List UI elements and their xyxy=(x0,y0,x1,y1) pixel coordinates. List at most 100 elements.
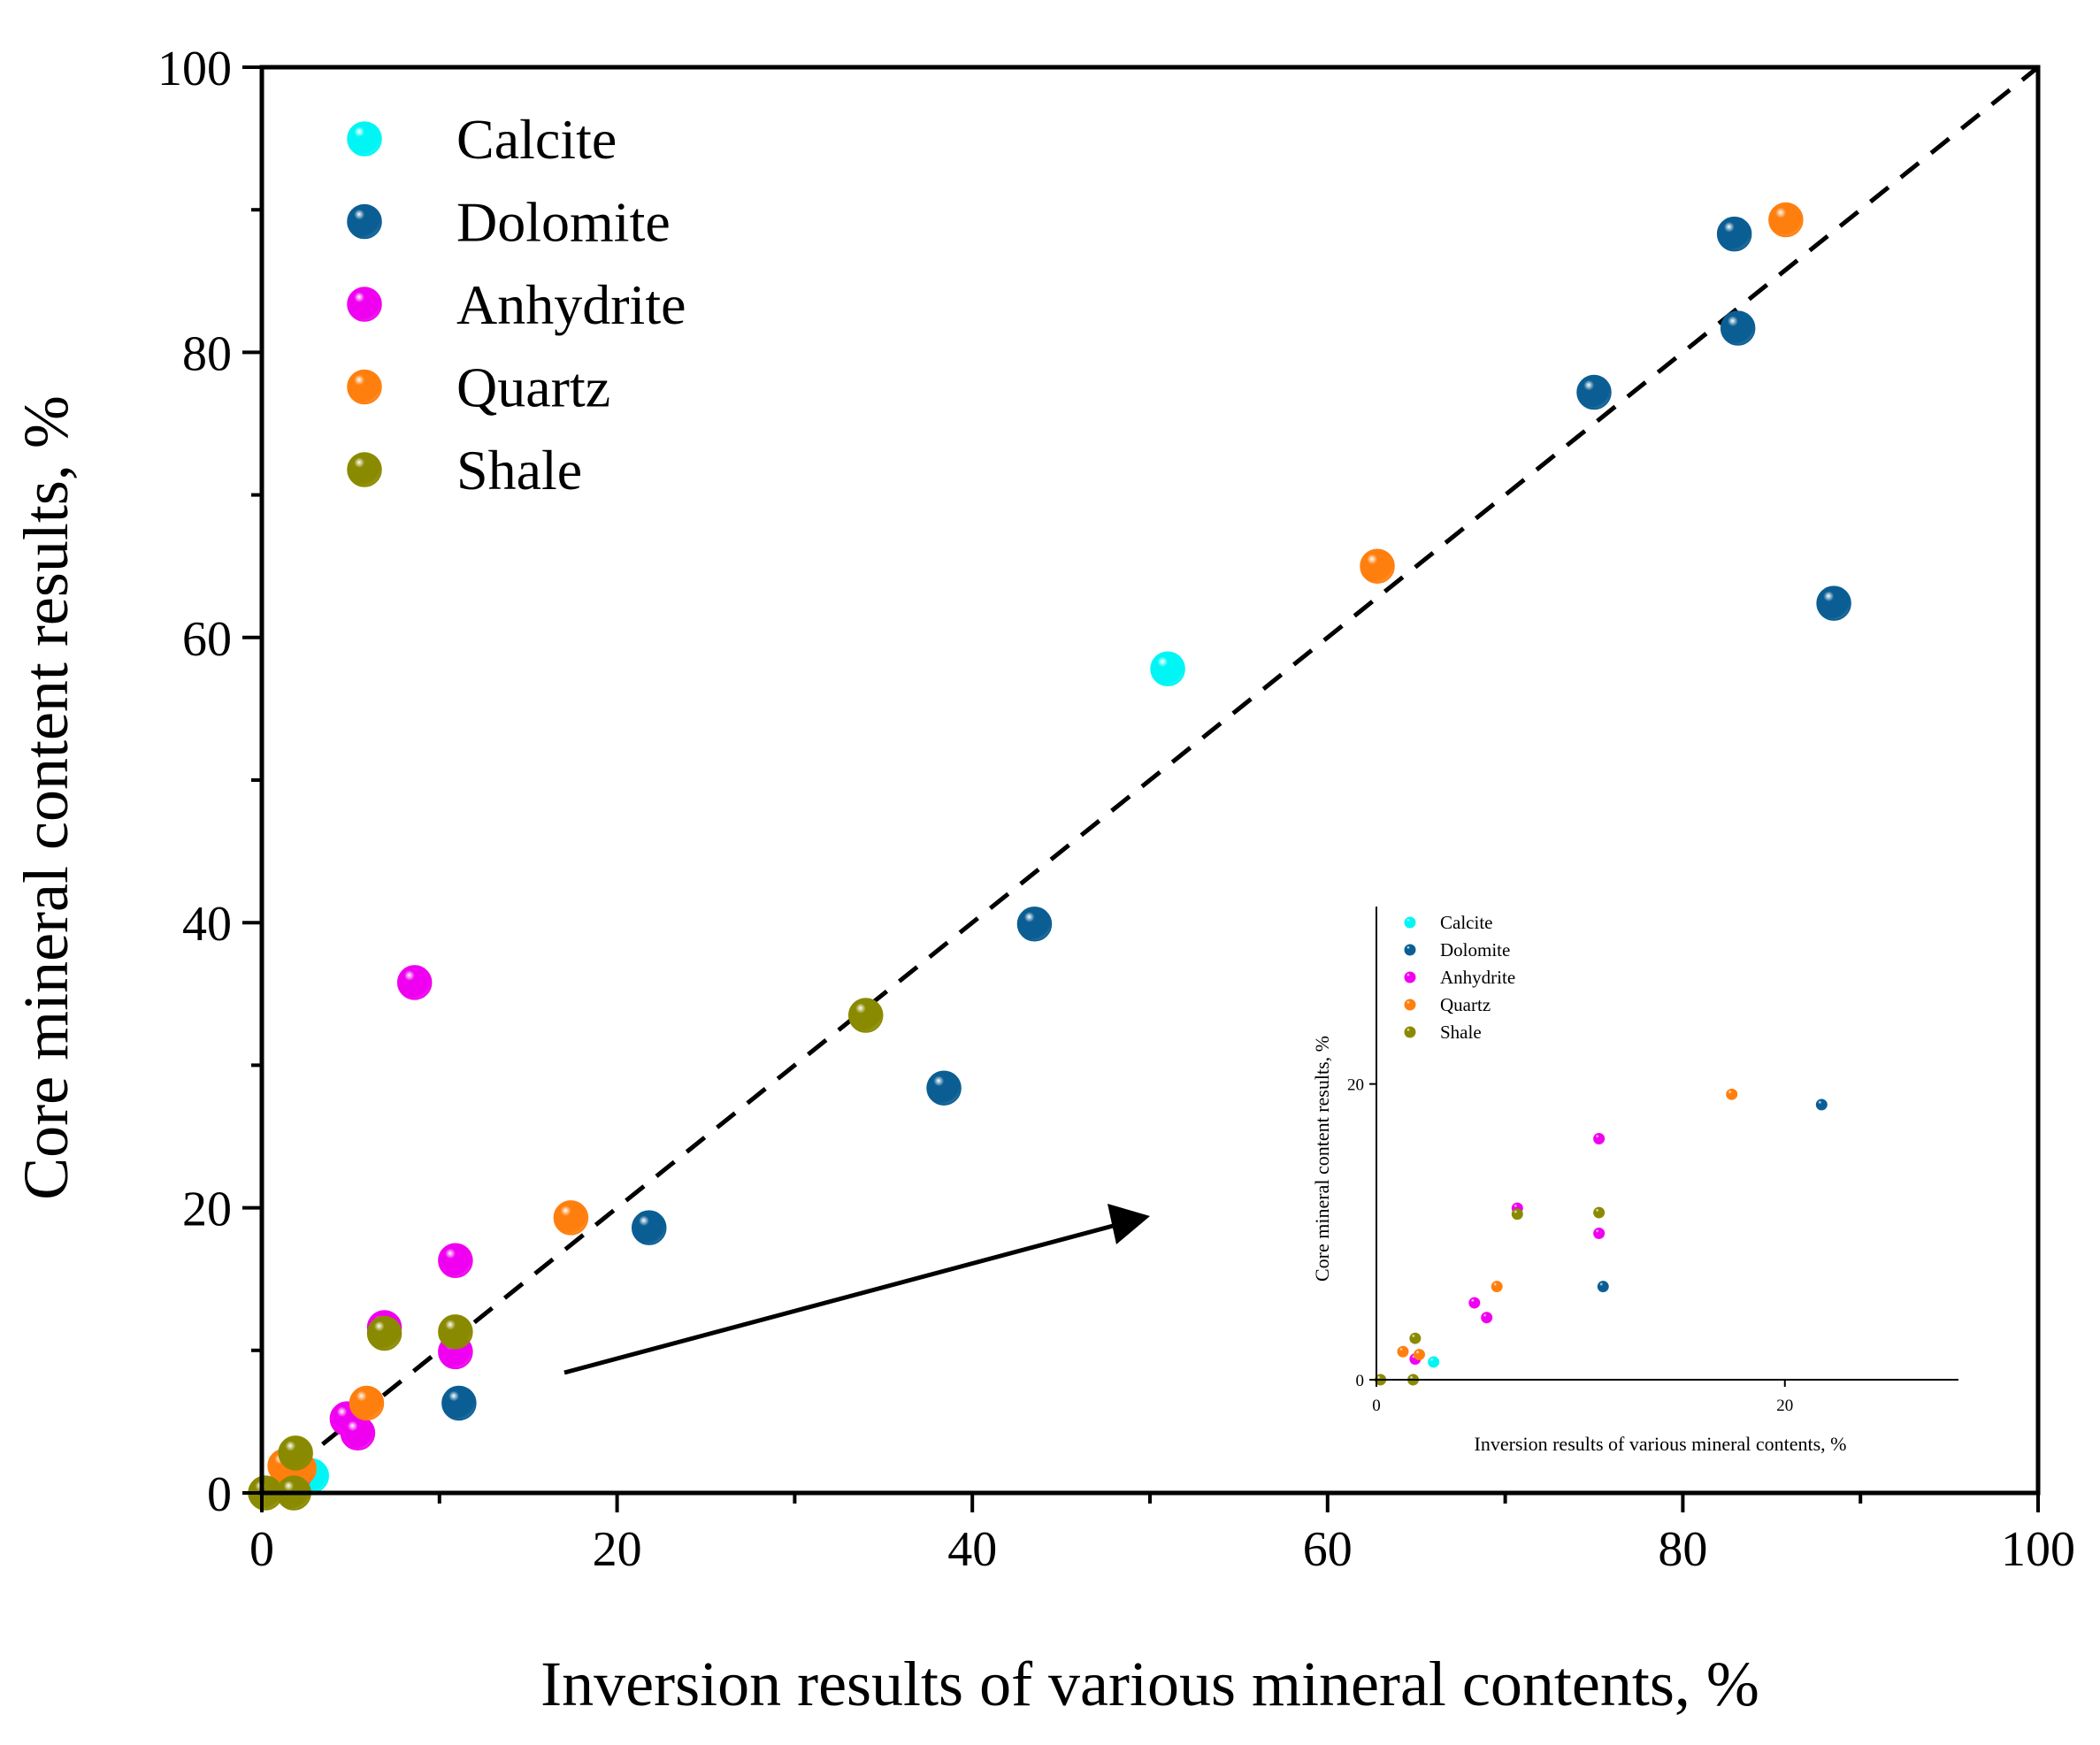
main-x-tick-label: 40 xyxy=(947,1522,997,1577)
data-point-dolomite xyxy=(1016,907,1053,942)
inset-legend-item-shale: Shale xyxy=(1404,1022,1482,1043)
main-x-tick-label: 80 xyxy=(1658,1522,1707,1577)
legend-marker-calcite xyxy=(347,121,382,157)
legend-item-quartz: Quartz xyxy=(347,356,610,419)
inset-legend-label-dolomite: Dolomite xyxy=(1440,939,1510,961)
inset-series-quartz xyxy=(1397,1088,1738,1361)
inset-series-shale xyxy=(1375,1206,1606,1386)
main-y-tick-label: 20 xyxy=(182,1182,232,1237)
data-point-quartz xyxy=(553,1200,589,1236)
inset-legend-marker-anhydrite xyxy=(1404,971,1416,983)
main-y-axis-label: Core mineral content results, % xyxy=(11,395,81,1200)
legend-label-shale: Shale xyxy=(456,439,582,501)
legend-label-quartz: Quartz xyxy=(456,356,610,419)
data-point-anhydrite xyxy=(438,1243,473,1278)
inset-data-point-quartz xyxy=(1726,1088,1738,1100)
main-legend: Calcite Dolomite Anhydrite Quartz Shale xyxy=(347,108,686,501)
data-point-quartz xyxy=(1360,548,1395,584)
main-y-tick-label: 0 xyxy=(207,1467,232,1522)
inset-y-axis-label: Core mineral content results, % xyxy=(1311,1036,1333,1282)
data-point-dolomite xyxy=(1716,216,1752,252)
main-x-tick-label: 60 xyxy=(1303,1522,1353,1577)
inset-legend-marker-quartz xyxy=(1404,999,1416,1011)
main-chart: 0 20 40 60 80 100 0 20 40 60 80 100 Calcite Dolomite… xyxy=(11,42,2075,1719)
inset-legend-marker-calcite xyxy=(1404,916,1416,929)
inset-data-point-anhydrite xyxy=(1593,1227,1606,1239)
inset-data-point-quartz xyxy=(1491,1281,1503,1293)
legend-item-calcite: Calcite xyxy=(347,108,617,171)
main-y-tick-label: 40 xyxy=(182,897,232,952)
legend-label-calcite: Calcite xyxy=(456,108,617,171)
inset-legend-marker-shale xyxy=(1404,1026,1416,1038)
legend-item-anhydrite: Anhydrite xyxy=(347,273,686,336)
inset-legend-label-quartz: Quartz xyxy=(1440,994,1491,1015)
main-y-tick-label: 80 xyxy=(182,326,232,381)
main-y-tick-label: 60 xyxy=(182,612,232,667)
data-point-dolomite xyxy=(441,1385,477,1421)
data-point-dolomite xyxy=(1576,374,1612,410)
data-point-dolomite xyxy=(1816,585,1851,621)
inset-x-tick-label: 0 xyxy=(1372,1397,1381,1415)
data-point-shale xyxy=(438,1314,473,1350)
data-point-dolomite xyxy=(631,1210,667,1245)
inset-data-point-calcite xyxy=(1428,1356,1440,1368)
inset-legend-item-calcite: Calcite xyxy=(1404,912,1492,933)
data-point-quartz xyxy=(1768,202,1804,238)
data-point-shale xyxy=(366,1315,402,1351)
inset-data-point-shale xyxy=(1593,1206,1606,1219)
legend-label-anhydrite: Anhydrite xyxy=(456,273,686,336)
series-dolomite xyxy=(441,216,1851,1421)
inset-data-point-quartz xyxy=(1397,1345,1409,1358)
inset-series-calcite xyxy=(1428,1356,1440,1368)
inset-chart: 0 20 0 20 Calcite Dolomite Anhydrite Quartz Sha… xyxy=(1311,907,1958,1455)
inset-legend-label-calcite: Calcite xyxy=(1440,912,1492,933)
inset-data-point-anhydrite xyxy=(1593,1132,1606,1144)
main-axis-ticks: 0 20 40 60 80 100 0 20 40 60 80 100 xyxy=(157,42,2075,1577)
inset-x-tick-label: 20 xyxy=(1776,1397,1793,1415)
main-one-to-one-line xyxy=(260,65,2040,1495)
data-point-anhydrite xyxy=(396,965,433,1000)
main-x-axis-label: Inversion results of various mineral con… xyxy=(540,1649,1759,1719)
data-point-anhydrite xyxy=(340,1415,376,1451)
data-point-dolomite xyxy=(926,1070,962,1106)
inset-y-tick-label: 20 xyxy=(1347,1076,1364,1095)
inset-data-point-anhydrite xyxy=(1481,1312,1493,1324)
legend-marker-quartz xyxy=(347,369,382,405)
inset-axis-ticks: 0 20 0 20 xyxy=(1347,1076,1793,1415)
legend-marker-anhydrite xyxy=(347,287,382,322)
inset-series-anhydrite xyxy=(1409,1132,1606,1366)
main-x-tick-label: 0 xyxy=(249,1522,274,1577)
inset-axes xyxy=(1376,907,1958,1381)
main-points xyxy=(248,202,1851,1511)
data-point-calcite xyxy=(1150,651,1185,687)
inset-data-point-anhydrite xyxy=(1468,1297,1481,1309)
inset-data-point-shale xyxy=(1409,1332,1422,1344)
main-y-tick-label: 100 xyxy=(157,42,232,96)
data-point-shale xyxy=(278,1435,313,1471)
inset-y-tick-label: 0 xyxy=(1356,1372,1365,1390)
legend-marker-shale xyxy=(347,452,382,487)
inset-legend-label-shale: Shale xyxy=(1440,1022,1482,1043)
inset-legend-item-dolomite: Dolomite xyxy=(1404,939,1510,961)
inset-data-point-dolomite xyxy=(1597,1281,1609,1293)
inset-data-point-shale xyxy=(1511,1208,1523,1221)
legend-item-dolomite: Dolomite xyxy=(347,191,671,254)
data-point-dolomite xyxy=(1720,310,1756,346)
inset-legend-item-quartz: Quartz xyxy=(1404,994,1491,1015)
inset-points xyxy=(1375,1088,1828,1386)
data-point-shale xyxy=(847,998,884,1033)
legend-marker-dolomite xyxy=(347,203,382,240)
inset-legend-label-anhydrite: Anhydrite xyxy=(1440,967,1515,988)
legend-label-dolomite: Dolomite xyxy=(456,191,671,254)
inset-x-axis-label: Inversion results of various mineral con… xyxy=(1475,1433,1847,1455)
inset-legend: Calcite Dolomite Anhydrite Quartz Shale xyxy=(1404,912,1515,1043)
inset-data-point-quartz xyxy=(1413,1349,1425,1361)
inset-data-point-dolomite xyxy=(1815,1098,1828,1111)
main-x-tick-label: 100 xyxy=(2001,1522,2075,1577)
inset-legend-marker-dolomite xyxy=(1404,944,1416,956)
main-x-tick-label: 20 xyxy=(593,1522,642,1577)
legend-item-shale: Shale xyxy=(347,439,582,501)
data-point-quartz xyxy=(349,1385,385,1421)
inset-legend-item-anhydrite: Anhydrite xyxy=(1404,967,1515,988)
